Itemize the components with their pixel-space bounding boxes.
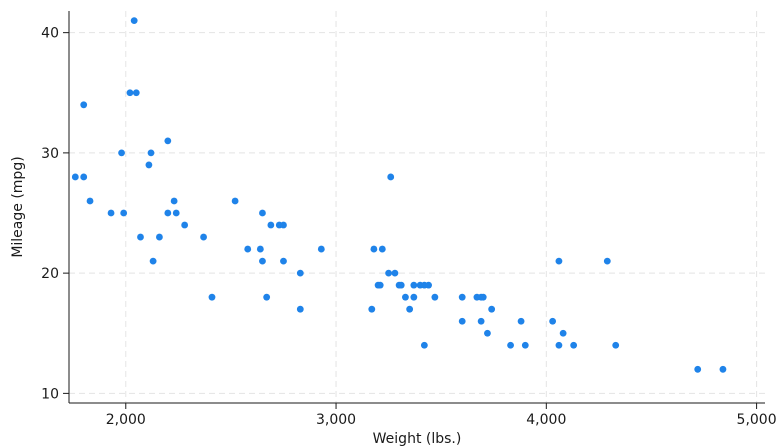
- data-point: [120, 209, 128, 217]
- data-point: [477, 317, 485, 325]
- x-axis-title: Weight (lbs.): [373, 431, 462, 447]
- data-point: [296, 269, 304, 277]
- data-point: [280, 257, 287, 265]
- y-axis-title: Mileage (mpg): [10, 156, 26, 257]
- data-point: [107, 209, 115, 217]
- data-point: [370, 245, 378, 253]
- data-point: [280, 221, 287, 229]
- data-point: [603, 257, 611, 265]
- x-tick-label: 4,000: [526, 412, 566, 428]
- gridlines: [69, 11, 765, 403]
- data-point: [231, 197, 239, 205]
- data-point: [200, 233, 207, 241]
- data-point: [420, 341, 428, 349]
- data-point: [397, 281, 405, 289]
- data-point: [71, 173, 79, 181]
- x-tick-label: 2,000: [106, 412, 146, 428]
- data-point: [118, 149, 125, 157]
- x-tick-label: 5,000: [737, 412, 777, 428]
- data-point: [181, 221, 189, 229]
- data-point: [549, 317, 557, 325]
- data-point: [612, 341, 620, 349]
- data-point: [296, 305, 304, 313]
- data-point: [132, 89, 140, 97]
- data-point: [145, 161, 153, 169]
- data-point: [164, 137, 172, 145]
- data-point: [147, 149, 155, 157]
- data-point: [425, 281, 432, 289]
- data-point: [376, 281, 384, 289]
- data-point: [458, 317, 466, 325]
- data-point: [208, 293, 216, 301]
- data-point: [479, 293, 487, 301]
- data-point: [137, 233, 144, 241]
- data-point: [719, 365, 727, 373]
- data-point: [488, 305, 496, 313]
- data-point: [259, 209, 266, 217]
- data-point: [244, 245, 252, 253]
- data-point: [555, 341, 563, 349]
- data-point: [368, 305, 376, 313]
- data-point: [80, 101, 88, 109]
- y-tick-label: 30: [41, 146, 59, 162]
- data-point: [431, 293, 439, 301]
- data-point: [406, 305, 414, 313]
- data-point: [517, 317, 525, 325]
- y-tick-label: 40: [41, 26, 59, 42]
- y-axis-ticks: 10 20 30 40: [41, 26, 69, 402]
- y-tick-label: 20: [41, 266, 59, 282]
- data-point: [317, 245, 325, 253]
- data-point: [170, 197, 178, 205]
- data-point: [410, 293, 418, 301]
- data-point: [694, 365, 702, 373]
- data-point: [555, 257, 563, 265]
- data-point: [86, 197, 94, 205]
- data-point: [126, 89, 134, 97]
- data-point: [267, 221, 275, 229]
- data-point: [156, 233, 163, 241]
- data-point: [130, 17, 138, 25]
- data-point: [507, 341, 514, 349]
- data-point: [378, 245, 386, 253]
- data-point: [521, 341, 529, 349]
- data-point: [484, 329, 491, 337]
- data-point: [458, 293, 466, 301]
- data-point: [172, 209, 180, 217]
- data-point: [570, 341, 578, 349]
- data-point: [391, 269, 399, 277]
- data-point: [256, 245, 264, 253]
- data-point: [559, 329, 567, 337]
- data-point: [259, 257, 266, 265]
- axes: [68, 11, 765, 404]
- data-points: [71, 17, 727, 373]
- x-tick-label: 3,000: [316, 412, 356, 428]
- x-axis-ticks: 2,000 3,000 4,000 5,000: [106, 403, 777, 428]
- data-point: [164, 209, 172, 217]
- data-point: [263, 293, 271, 301]
- y-tick-label: 10: [41, 386, 59, 402]
- data-point: [80, 173, 88, 181]
- data-point: [410, 281, 418, 289]
- data-point: [385, 269, 393, 277]
- data-point: [387, 173, 395, 181]
- data-point: [149, 257, 157, 265]
- data-point: [402, 293, 409, 301]
